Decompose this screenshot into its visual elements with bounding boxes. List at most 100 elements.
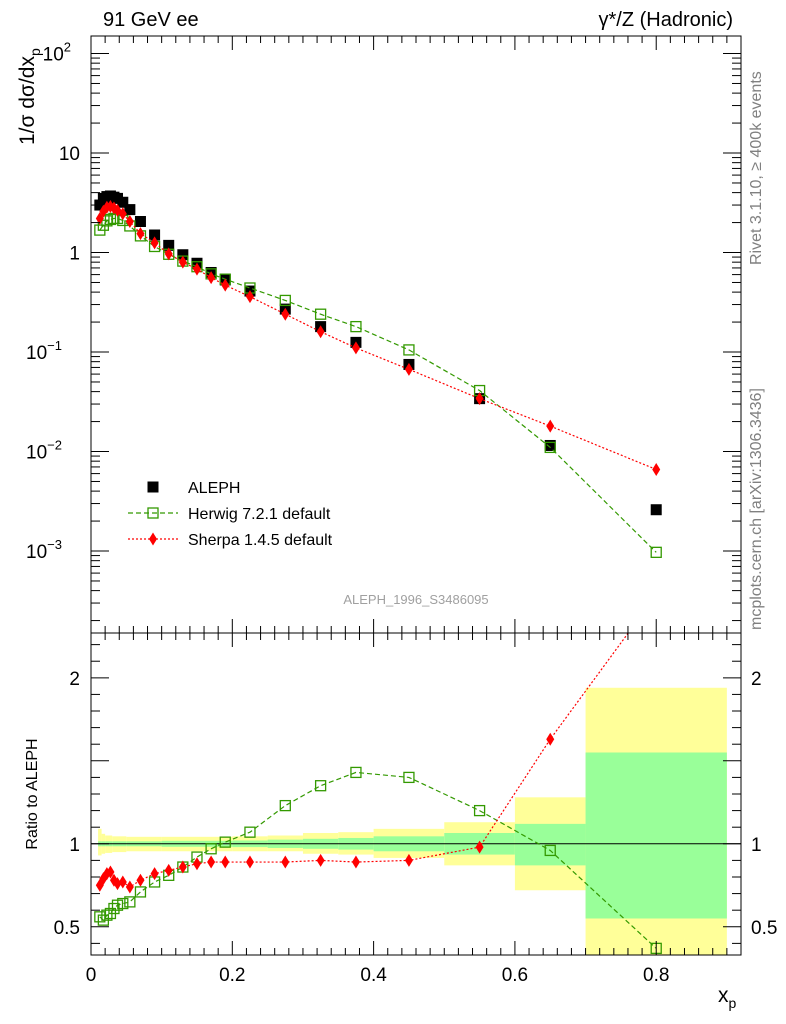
- sherpa-main-point: [404, 362, 413, 376]
- sherpa-main-point: [475, 392, 484, 406]
- legend-marker-herwig: [147, 507, 159, 519]
- sherpa-ratio-point: [316, 853, 325, 867]
- aleph-main-point: [134, 216, 146, 228]
- analysis-label: ALEPH_1996_S3486095: [343, 592, 488, 607]
- sherpa-main-line: [99, 205, 657, 471]
- x-axis-label: xp: [718, 984, 737, 1011]
- band-inner-13: [585, 752, 727, 919]
- y-tick-label: 10−2: [26, 438, 62, 464]
- sherpa-ratio-point: [136, 873, 145, 887]
- y-tick-label: 10−1: [26, 338, 62, 364]
- sherpa-main-point: [118, 207, 127, 221]
- herwig-main-point: [544, 441, 556, 454]
- legend-marker-sherpa: [149, 532, 157, 546]
- ratio-y-tick-label-left: 0.5: [54, 918, 80, 939]
- x-tick-label: 0.8: [643, 965, 669, 986]
- main-y-axis-label: 1/σ dσ/dxp: [16, 48, 43, 145]
- rivet-version-label: Rivet 3.1.10, ≥ 400k events: [748, 71, 765, 265]
- x-tick-label: 0.6: [502, 965, 528, 986]
- sherpa-main-point: [164, 247, 173, 261]
- aleph-main-point: [124, 204, 136, 216]
- herwig-ratio-point: [473, 804, 486, 817]
- legend-marker-aleph: [147, 481, 159, 493]
- sherpa-main-point: [221, 278, 230, 292]
- sherpa-main-point: [652, 462, 661, 476]
- mcplots-label: mcplots.cern.ch [arXiv:1306.3436]: [748, 388, 765, 630]
- legend-label-sherpa: Sherpa 1.4.5 default: [188, 532, 333, 549]
- sherpa-ratio-point: [221, 855, 230, 869]
- sherpa-ratio-point: [192, 857, 201, 871]
- sherpa-ratio-point: [118, 875, 127, 889]
- sherpa-main-point: [316, 325, 325, 339]
- sherpa-main-point: [245, 290, 254, 304]
- sherpa-main-point: [150, 236, 159, 250]
- y-tick-label: 10−3: [26, 537, 62, 563]
- herwig-ratio-point: [117, 897, 129, 910]
- herwig-ratio-point: [350, 766, 362, 779]
- sherpa-ratio-point: [178, 860, 187, 874]
- herwig-main-point: [403, 344, 415, 356]
- sherpa-ratio-point: [106, 865, 115, 879]
- ratio-y-tick-label-right: 0.5: [751, 918, 777, 939]
- y-tick-label: 1: [69, 244, 80, 265]
- herwig-ratio-point: [314, 780, 327, 792]
- sherpa-main-point: [125, 215, 134, 229]
- herwig-ratio-point: [101, 909, 113, 921]
- herwig-ratio-point: [244, 826, 256, 838]
- ratio-y-tick-label-left: 2: [69, 669, 80, 690]
- aleph-main-point: [117, 196, 129, 208]
- aleph-main-point: [149, 229, 161, 241]
- sherpa-ratio-point: [245, 855, 254, 869]
- sherpa-ratio-point: [207, 855, 216, 869]
- ratio-y-tick-label-right: 2: [751, 669, 762, 690]
- herwig-main-point: [314, 308, 327, 320]
- herwig-ratio-point: [279, 799, 291, 812]
- aleph-main-point: [650, 504, 662, 516]
- herwig-main-line: [99, 217, 657, 553]
- y-tick-label: 102: [43, 40, 71, 66]
- herwig-ratio-point: [219, 836, 231, 848]
- sherpa-main-point: [192, 262, 201, 276]
- x-tick-label: 0: [86, 965, 97, 986]
- sherpa-main-point: [546, 419, 555, 433]
- ratio-y-tick-label-left: 1: [69, 835, 80, 856]
- sherpa-ratio-point: [475, 840, 484, 854]
- sherpa-main-point: [136, 227, 145, 241]
- sherpa-ratio-point: [164, 863, 173, 877]
- aleph-main-point: [177, 249, 189, 261]
- legend-label-herwig: Herwig 7.2.1 default: [188, 506, 331, 523]
- aleph-main-point: [544, 439, 556, 451]
- sherpa-main-point: [207, 271, 216, 285]
- sherpa-main-point: [178, 255, 187, 269]
- sherpa-ratio-point: [351, 855, 360, 869]
- ratio-panel: 0 0.2 0.4 0.6 0.8 2 2 1 1 0.5 0.5: [54, 588, 777, 986]
- herwig-ratio-point: [134, 886, 147, 898]
- sherpa-main-point: [351, 341, 360, 355]
- y-tick-label: 10: [59, 144, 80, 165]
- sherpa-ratio-point: [113, 877, 122, 891]
- title-left: 91 GeV ee: [103, 9, 199, 31]
- sherpa-main-point: [281, 307, 290, 321]
- herwig-ratio-point: [544, 844, 556, 857]
- x-tick-label: 0.2: [219, 965, 245, 986]
- herwig-ratio-point: [124, 896, 136, 908]
- legend-label-aleph: ALEPH: [188, 480, 240, 497]
- herwig-main-point: [104, 213, 117, 226]
- herwig-main-point: [650, 546, 662, 558]
- ratio-y-axis-label: Ratio to ALEPH: [24, 738, 41, 849]
- herwig-ratio-point: [403, 771, 415, 784]
- x-tick-label: 0.4: [360, 965, 387, 986]
- title-right: γ*/Z (Hadronic): [599, 9, 733, 31]
- sherpa-ratio-point: [404, 853, 413, 867]
- ratio-y-tick-label-right: 1: [751, 835, 762, 856]
- sherpa-ratio-point: [150, 867, 159, 881]
- herwig-main-point: [350, 320, 362, 333]
- main-panel: 102 10 1 10−1 10−2 10−3 ALEPH_1996_S3486095 A…: [26, 35, 742, 634]
- sherpa-ratio-point: [652, 588, 660, 601]
- legend: ALEPH Herwig 7.2.1 default Sherpa 1.4.5 de…: [128, 480, 333, 549]
- sherpa-ratio-point: [281, 855, 290, 869]
- aleph-main-point: [163, 239, 175, 251]
- sherpa-ratio-point: [125, 880, 134, 894]
- herwig-main-point: [279, 294, 291, 307]
